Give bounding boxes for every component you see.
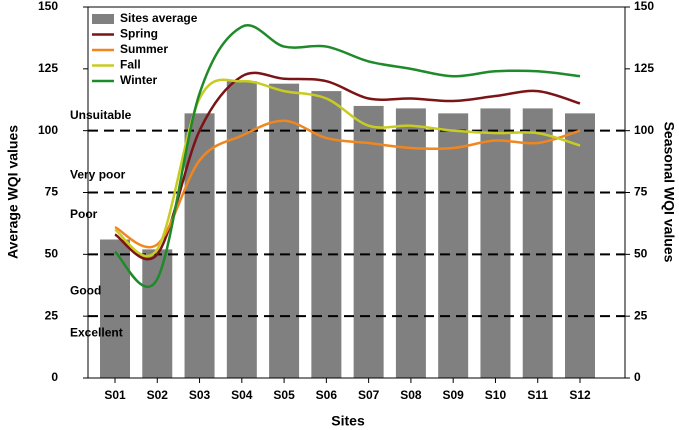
y-tick-label: 25	[45, 308, 59, 322]
x-tick-label: S05	[273, 388, 295, 402]
y2-tick-label: 150	[634, 0, 654, 13]
bar	[226, 81, 257, 378]
x-tick-label: S07	[358, 388, 380, 402]
x-tick-label: S08	[400, 388, 422, 402]
quality-label: Good	[70, 284, 101, 298]
legend-label: Winter	[120, 73, 158, 87]
x-tick-label: S02	[147, 388, 169, 402]
y2-tick-label: 0	[634, 370, 641, 384]
quality-label: Unsuitable	[70, 108, 132, 122]
bar	[100, 239, 130, 378]
x-tick-label: S09	[443, 388, 465, 402]
x-tick-label: S01	[104, 388, 126, 402]
bar	[480, 108, 511, 378]
y-tick-label: 75	[45, 185, 59, 199]
quality-label: Excellent	[70, 326, 123, 340]
y-tick-label: 150	[38, 0, 58, 13]
legend-label: Sites average	[120, 11, 198, 25]
y2-tick-label: 75	[634, 185, 648, 199]
series-line	[114, 71, 581, 261]
x-tick-label: S03	[189, 388, 211, 402]
bar	[184, 113, 215, 378]
y-tick-label: 0	[51, 370, 58, 384]
bar	[522, 108, 553, 378]
x-tick-label: S06	[316, 388, 338, 402]
legend-label: Summer	[120, 42, 168, 56]
bar	[565, 113, 595, 378]
legend-label: Spring	[120, 27, 158, 41]
series-line	[114, 119, 581, 249]
x-tick-label: S11	[527, 388, 548, 402]
series-line	[114, 24, 581, 289]
quality-label: Very poor	[70, 167, 126, 181]
y2-axis-title: Seasonal WQI values	[661, 122, 677, 263]
x-axis-title: Sites	[331, 413, 365, 429]
y-tick-label: 100	[38, 123, 58, 137]
y2-tick-label: 100	[634, 123, 654, 137]
y-axis-title: Average WQI values	[5, 125, 21, 259]
y-tick-label: 125	[38, 61, 58, 75]
legend-swatch	[92, 14, 114, 24]
bar	[353, 105, 384, 378]
quality-label: Poor	[70, 207, 98, 221]
y-tick-label: 50	[45, 247, 59, 261]
legend-label: Fall	[120, 58, 141, 72]
x-tick-label: S04	[231, 388, 253, 402]
x-tick-label: S12	[569, 388, 591, 402]
y2-tick-label: 25	[634, 308, 648, 322]
y2-tick-label: 125	[634, 61, 654, 75]
bar	[269, 83, 300, 378]
y2-tick-label: 50	[634, 247, 648, 261]
bar	[395, 108, 426, 378]
bar	[142, 249, 173, 378]
bar	[438, 113, 469, 378]
x-tick-label: S10	[485, 388, 507, 402]
series-line	[114, 78, 581, 258]
